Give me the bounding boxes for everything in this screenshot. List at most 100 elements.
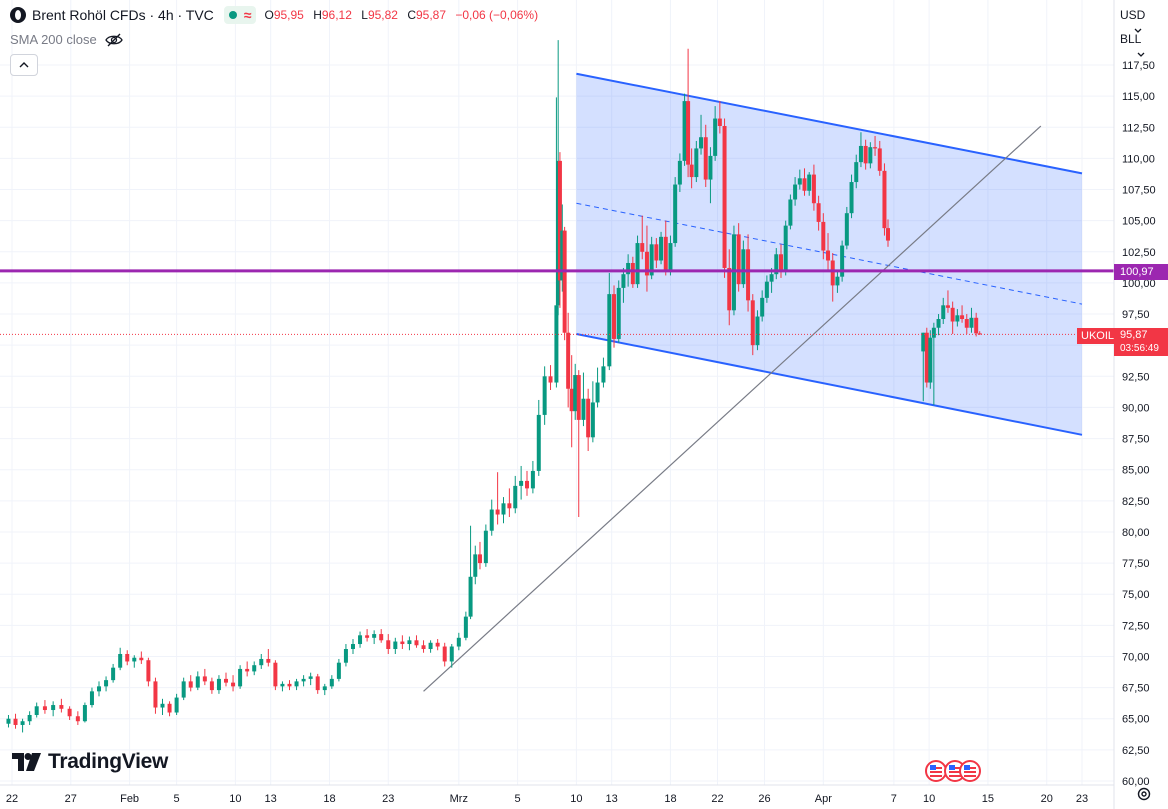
candle-body	[160, 703, 165, 708]
time-tick-label: 23	[382, 793, 394, 805]
candle	[560, 204, 565, 292]
candle-body	[576, 375, 581, 420]
candle-body	[590, 402, 595, 438]
time-tick-label: 10	[570, 793, 582, 805]
candle-body	[188, 681, 193, 688]
candle-body	[301, 678, 306, 682]
candle	[885, 219, 890, 247]
price-tick-label: 80,00	[1122, 527, 1150, 539]
channel-median-line	[576, 202, 1083, 305]
candle-body	[542, 376, 547, 415]
level-price-tag[interactable]: 100,97	[1114, 264, 1168, 280]
candle	[928, 330, 933, 389]
candle	[821, 213, 826, 260]
candle-body	[741, 249, 746, 285]
time-tick-label: 13	[265, 793, 277, 805]
price-tick-label: 65,00	[1122, 714, 1150, 726]
time-tick-label: 26	[758, 793, 770, 805]
candle	[468, 525, 473, 620]
candle	[195, 671, 200, 691]
candle-body	[858, 145, 863, 163]
candle-body	[941, 305, 946, 320]
candle-body	[167, 703, 172, 713]
horizontal-level-layer	[0, 269, 1114, 335]
candle-body	[873, 147, 878, 149]
candle-body	[536, 414, 541, 471]
last-price-tag[interactable]: 95,87 03:56:49	[1114, 328, 1168, 356]
chart-grid	[0, 0, 1114, 785]
low-value: 95,82	[367, 8, 398, 22]
candle	[442, 642, 447, 667]
candle-body	[974, 317, 979, 334]
candle	[774, 248, 779, 280]
time-tick-label: Apr	[815, 793, 832, 805]
candle-body	[350, 644, 355, 650]
chart-settings-gear-icon[interactable]	[1136, 786, 1152, 802]
candle-body	[557, 160, 562, 281]
candle-body	[581, 398, 586, 420]
indicator-legend[interactable]: SMA 200 close	[10, 32, 123, 47]
candle	[146, 657, 151, 687]
candle-body	[601, 366, 606, 383]
candle	[969, 307, 974, 333]
tradingview-logo[interactable]: TradingView	[12, 750, 168, 774]
candle	[576, 370, 581, 518]
candle	[950, 301, 955, 334]
candle-body	[769, 274, 774, 282]
price-tick-label: 72,50	[1122, 620, 1150, 632]
candle-body	[699, 137, 704, 149]
hidden-eye-icon[interactable]	[104, 33, 123, 47]
candle-body	[960, 315, 965, 320]
candle-body	[764, 281, 769, 298]
delayed-data-icon: ≈	[243, 7, 252, 23]
candle-body	[807, 174, 812, 191]
candle-body	[928, 337, 933, 383]
candle	[495, 472, 500, 525]
time-tick-label: 22	[6, 793, 18, 805]
price-tick-label: 115,00	[1122, 91, 1155, 103]
candle	[835, 270, 840, 293]
candle	[722, 118, 727, 278]
candle-body	[89, 691, 94, 706]
unit-selector[interactable]: BLL	[1120, 32, 1168, 60]
candle	[59, 698, 64, 713]
price-tick-label: 82,50	[1122, 496, 1150, 508]
symbol-title[interactable]: Brent Rohöl CFDs · 4h · TVC	[32, 7, 214, 23]
symbol-price-label[interactable]: UKOIL	[1077, 328, 1119, 344]
candle-body	[231, 682, 236, 687]
candle	[372, 630, 377, 645]
candle-body	[921, 332, 926, 352]
candle-body	[449, 646, 454, 662]
collapse-legend-button[interactable]	[10, 54, 38, 76]
candle	[974, 312, 979, 337]
candle-body	[400, 641, 405, 645]
indicator-label[interactable]: SMA 200 close	[10, 32, 97, 47]
candle	[449, 644, 454, 668]
price-tick-label: 110,00	[1122, 153, 1155, 165]
chevron-up-icon	[19, 62, 29, 68]
candle-body	[630, 262, 635, 285]
candle	[677, 153, 682, 193]
candle-body	[727, 267, 732, 311]
candle	[941, 297, 946, 325]
candle-body	[489, 509, 494, 531]
candle	[329, 675, 334, 689]
candle-body	[969, 317, 974, 328]
candle	[562, 226, 567, 341]
candle	[750, 294, 755, 356]
candle	[322, 683, 327, 696]
candle	[736, 223, 741, 292]
candle	[873, 135, 878, 156]
candle-body	[774, 254, 779, 275]
candle	[566, 312, 571, 408]
candle-body	[863, 145, 868, 164]
price-tick-label: 60,00	[1122, 776, 1150, 788]
close-value: 95,87	[415, 8, 447, 22]
candle	[477, 541, 482, 570]
candle	[483, 524, 488, 567]
currency-selector[interactable]: USD	[1120, 8, 1168, 36]
tradingview-logo-icon	[12, 753, 41, 771]
market-status-badge[interactable]: ≈	[223, 6, 257, 24]
chevron-down-icon	[1137, 52, 1145, 57]
